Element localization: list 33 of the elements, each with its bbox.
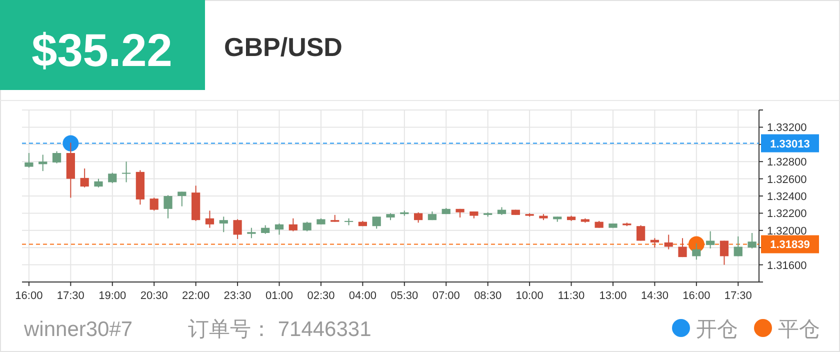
text: 订单号： 71446331: [188, 318, 372, 341]
ref-line-label: 1.31839: [770, 239, 810, 252]
y-tick-label: 1.32400: [767, 191, 807, 203]
chart-title: GBP/USD: [224, 32, 342, 62]
x-tick-label: 07:00: [432, 290, 460, 302]
legend-label: 平仓: [778, 318, 820, 341]
y-tick-label: 1.32600: [767, 174, 807, 186]
ref-line-label: 1.33013: [770, 138, 810, 150]
x-tick-label: 17:30: [56, 290, 84, 302]
y-tick-label: 1.32200: [767, 208, 807, 220]
x-tick-label: 01:00: [265, 290, 294, 302]
x-tick-label: 16:00: [682, 290, 710, 302]
text: winner30#7: [23, 318, 133, 341]
x-tick-label: 02:30: [307, 290, 335, 302]
x-tick-label: 13:00: [599, 290, 627, 302]
x-tick-label: 11:30: [558, 290, 585, 302]
x-tick-label: 04:00: [348, 290, 376, 302]
x-tick-label: 08:30: [474, 290, 502, 302]
x-tick-label: 10:00: [516, 290, 544, 302]
text: $35.22: [32, 24, 172, 76]
y-tick-label: 1.32000: [767, 225, 807, 238]
x-tick-label: 14:30: [640, 290, 668, 302]
x-tick-label: 17:30: [724, 290, 752, 302]
x-tick-label: 16:00: [15, 290, 43, 302]
y-tick-label: 1.33200: [767, 122, 807, 134]
x-tick-label: 19:00: [98, 290, 126, 302]
legend-label: 开仓: [696, 318, 738, 341]
x-tick-label: 22:00: [182, 290, 210, 302]
x-tick-label: 23:30: [224, 290, 252, 302]
y-tick-label: 1.31600: [767, 260, 807, 272]
y-tick-label: 1.32800: [767, 156, 807, 169]
x-tick-label: 20:30: [140, 290, 168, 302]
x-tick-label: 05:30: [390, 290, 418, 302]
